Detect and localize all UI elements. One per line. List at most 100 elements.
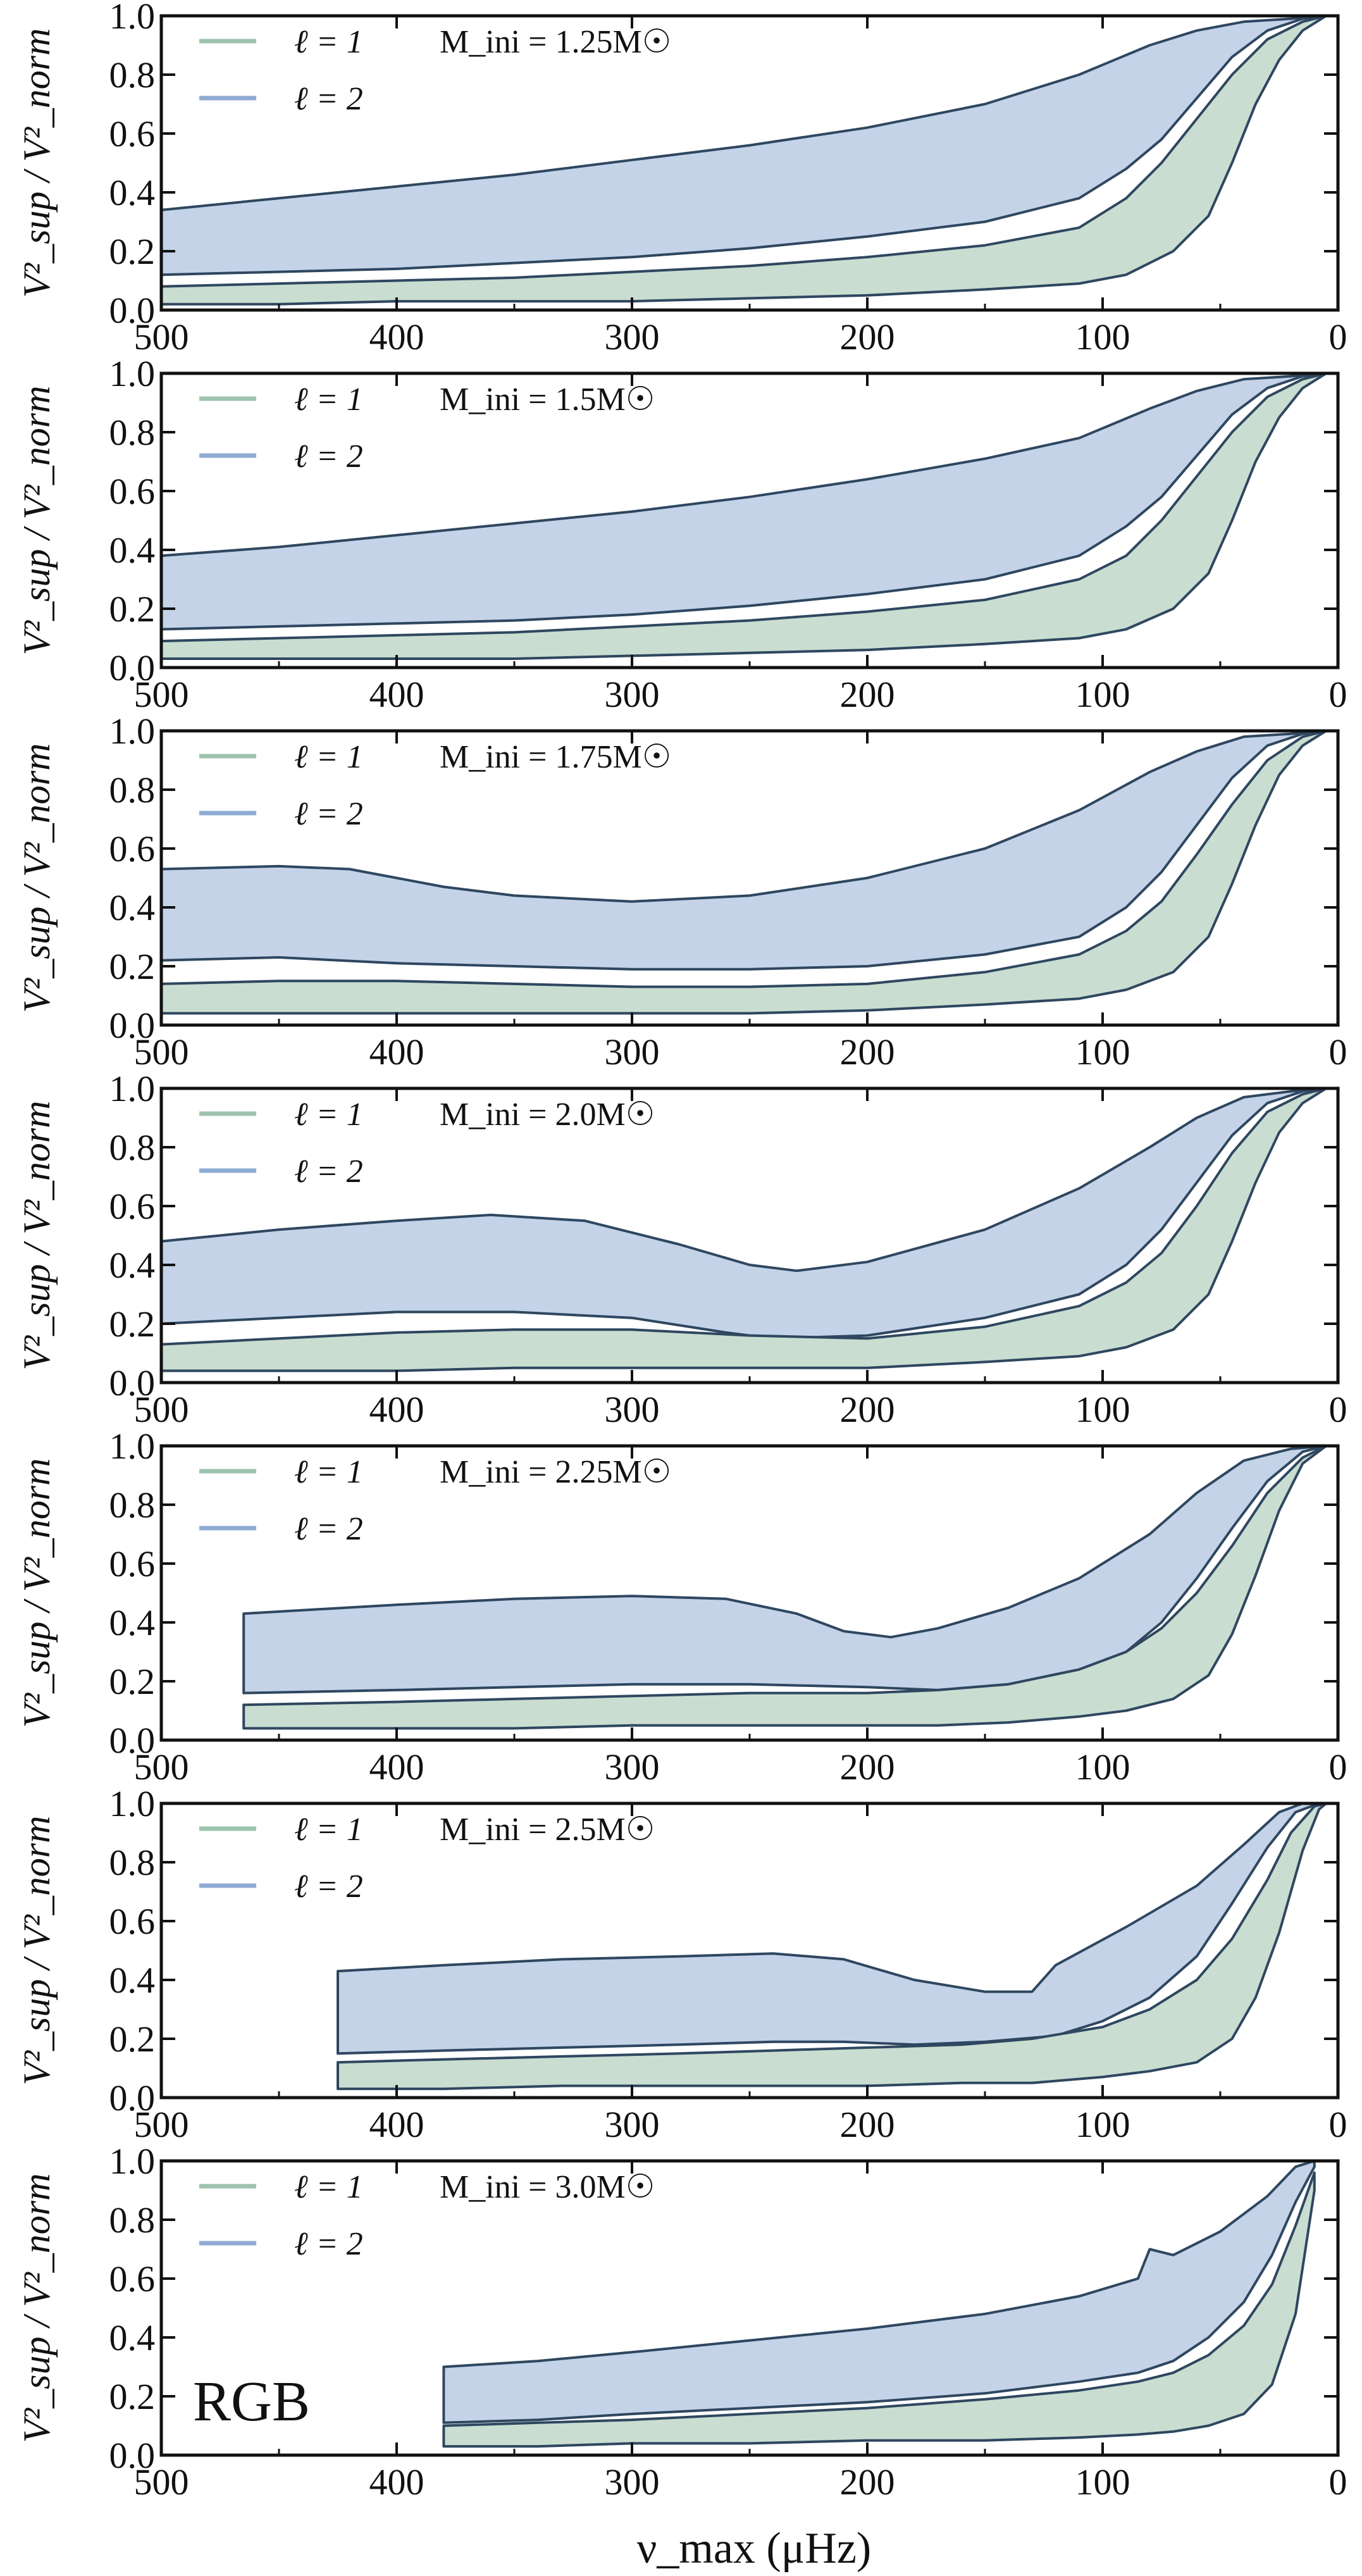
y-tick-label: 0.6	[109, 828, 156, 869]
y-tick-label: 0.0	[109, 290, 156, 331]
y-tick-label: 0.4	[109, 1960, 156, 2001]
y-tick-label: 0.4	[109, 172, 156, 213]
x-tick-label: 500	[134, 674, 189, 715]
panel-2: 500 400 300 200 100 0 0.0 0.2 0.4 0.6 0.8 1.0 ℓ = 1 ℓ…	[16, 353, 1347, 715]
y-tick-label: 0.0	[109, 647, 156, 688]
x-tick-label: 500	[134, 316, 189, 358]
x-tick-label: 300	[605, 1031, 660, 1073]
panel-6: 500 400 300 200 100 0 0.0 0.2 0.4 0.6 0.8 1.0 ℓ = 1 ℓ…	[16, 1783, 1347, 2145]
y-tick-label: 0.4	[109, 1602, 156, 1643]
x-tick-label: 300	[605, 1389, 660, 1430]
legend-label-l2: ℓ = 2	[294, 796, 363, 832]
corner-label: RGB	[193, 2370, 310, 2433]
x-tick-label: 400	[369, 1389, 424, 1430]
x-tick-label: 100	[1075, 316, 1130, 358]
legend-label-l1: ℓ = 1	[294, 382, 363, 418]
y-tick-label: 0.6	[109, 2258, 156, 2299]
x-tick-label: 0	[1329, 1389, 1347, 1430]
y-axis-label: V²_sup / V²_norm	[16, 2174, 58, 2443]
legend-label-l1: ℓ = 1	[294, 1812, 363, 1848]
y-tick-label: 0.2	[109, 1304, 156, 1345]
panel-7: 500 400 300 200 100 0 0.0 0.2 0.4 0.6 0.8 1.0 ℓ = 1 ℓ…	[16, 2141, 1347, 2503]
x-tick-label: 400	[369, 1746, 424, 1788]
x-tick-label: 0	[1329, 2104, 1347, 2145]
x-tick-label: 400	[369, 316, 424, 358]
x-tick-label: 200	[840, 1389, 895, 1430]
x-tick-label: 300	[605, 674, 660, 715]
y-tick-label: 0.6	[109, 1901, 156, 1942]
mass-label: M_ini = 1.25M☉	[440, 24, 671, 60]
y-tick-label: 0.8	[109, 1842, 156, 1883]
x-tick-label: 400	[369, 2461, 424, 2503]
y-axis-label: V²_sup / V²_norm	[16, 1816, 58, 2086]
band-l1	[337, 1802, 1328, 2091]
x-tick-label: 200	[840, 1746, 895, 1788]
legend-label-l2: ℓ = 2	[294, 2226, 363, 2262]
x-tick-label: 500	[134, 2104, 189, 2145]
y-tick-label: 0.6	[109, 1543, 156, 1584]
y-tick-label: 1.0	[109, 1783, 156, 1824]
x-tick-label: 100	[1075, 1746, 1130, 1788]
y-tick-label: 0.4	[109, 1245, 156, 1286]
x-tick-label: 0	[1329, 316, 1347, 358]
y-tick-label: 0.0	[109, 2435, 156, 2476]
legend-label-l2: ℓ = 2	[294, 1154, 363, 1190]
y-tick-label: 0.0	[109, 1720, 156, 1761]
y-tick-label: 0.2	[109, 1661, 156, 1702]
y-axis-label: V²_sup / V²_norm	[16, 744, 58, 1013]
y-tick-label: 0.0	[109, 2077, 156, 2119]
band-l1	[160, 372, 1328, 660]
x-tick-label: 500	[134, 2461, 189, 2503]
y-axis-label: V²_sup / V²_norm	[16, 28, 58, 298]
y-axis-label: V²_sup / V²_norm	[16, 386, 58, 656]
x-tick-label: 300	[605, 2461, 660, 2503]
panel-3: 500 400 300 200 100 0 0.0 0.2 0.4 0.6 0.8 1.0 ℓ = 1 ℓ…	[16, 711, 1347, 1073]
y-axis-label: V²_sup / V²_norm	[16, 1459, 58, 1728]
x-axis-label: ν_max (μHz)	[637, 2524, 871, 2573]
y-tick-label: 1.0	[109, 1068, 156, 1109]
legend-label-l1: ℓ = 1	[294, 1454, 363, 1490]
y-tick-label: 0.6	[109, 113, 156, 154]
x-tick-label: 200	[840, 2104, 895, 2145]
band-l1	[160, 730, 1328, 1015]
y-tick-label: 0.4	[109, 530, 156, 571]
x-tick-label: 200	[840, 674, 895, 715]
y-axis-label: V²_sup / V²_norm	[16, 1101, 58, 1371]
y-tick-label: 0.0	[109, 1005, 156, 1046]
legend-label-l2: ℓ = 2	[294, 1869, 363, 1905]
legend-label-l2: ℓ = 2	[294, 81, 363, 117]
x-tick-label: 200	[840, 2461, 895, 2503]
x-tick-label: 200	[840, 1031, 895, 1073]
panels: 500 400 300 200 100 0 0.0 0.2 0.4 0.6 0.8 1.0 ℓ = 1 ℓ…	[16, 0, 1347, 2503]
panel-1: 500 400 300 200 100 0 0.0 0.2 0.4 0.6 0.8 1.0 ℓ = 1 ℓ…	[16, 0, 1347, 358]
x-tick-label: 500	[134, 1389, 189, 1430]
y-tick-label: 0.8	[109, 1484, 156, 1526]
x-tick-label: 100	[1075, 674, 1130, 715]
x-tick-label: 300	[605, 2104, 660, 2145]
y-tick-label: 1.0	[109, 2141, 156, 2182]
mass-label: M_ini = 2.5M☉	[440, 1812, 655, 1848]
y-tick-label: 1.0	[109, 353, 156, 394]
panel-5: 500 400 300 200 100 0 0.0 0.2 0.4 0.6 0.8 1.0 ℓ = 1 ℓ…	[16, 1426, 1347, 1788]
y-tick-label: 0.2	[109, 231, 156, 272]
mass-label: M_ini = 2.25M☉	[440, 1454, 671, 1490]
mass-label: M_ini = 1.75M☉	[440, 739, 671, 775]
x-tick-label: 300	[605, 316, 660, 358]
y-tick-label: 0.4	[109, 2317, 156, 2358]
x-tick-label: 200	[840, 316, 895, 358]
x-tick-label: 0	[1329, 2461, 1347, 2503]
x-tick-label: 0	[1329, 1031, 1347, 1073]
band-l2	[442, 2160, 1316, 2424]
band-l2	[160, 1087, 1328, 1340]
y-tick-label: 0.6	[109, 1186, 156, 1227]
x-tick-label: 500	[134, 1031, 189, 1073]
y-tick-label: 0.8	[109, 769, 156, 811]
band-l2	[160, 15, 1328, 277]
y-tick-label: 0.8	[109, 412, 156, 453]
y-tick-label: 0.8	[109, 54, 156, 96]
x-tick-label: 400	[369, 1031, 424, 1073]
band-l2	[242, 1445, 1328, 1695]
band-l1	[160, 15, 1328, 306]
y-tick-label: 0.8	[109, 2200, 156, 2241]
